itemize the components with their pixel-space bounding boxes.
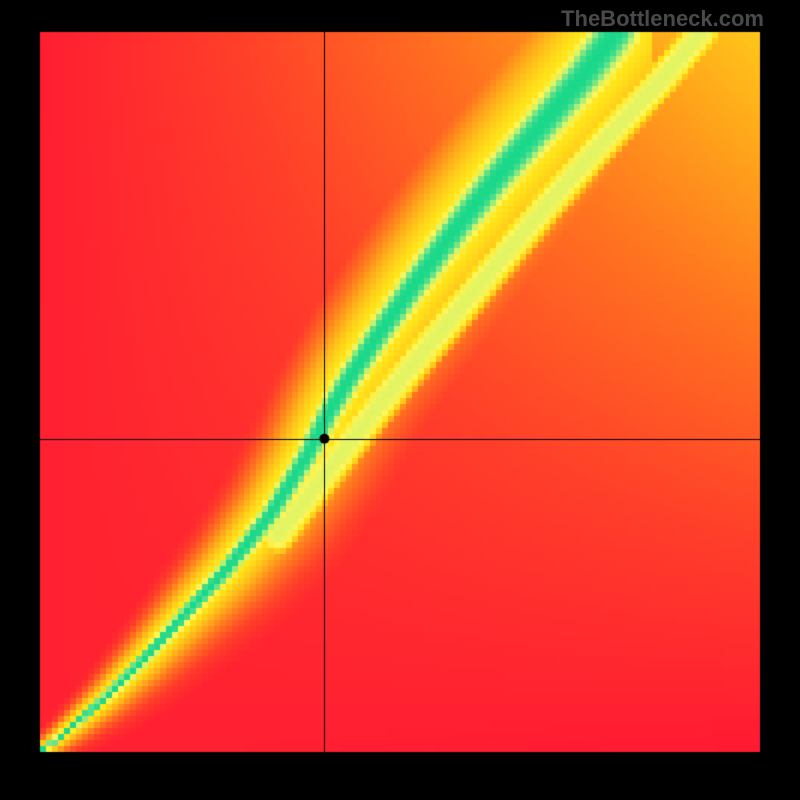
watermark-label: TheBottleneck.com xyxy=(561,6,764,32)
bottleneck-heatmap xyxy=(0,0,800,800)
